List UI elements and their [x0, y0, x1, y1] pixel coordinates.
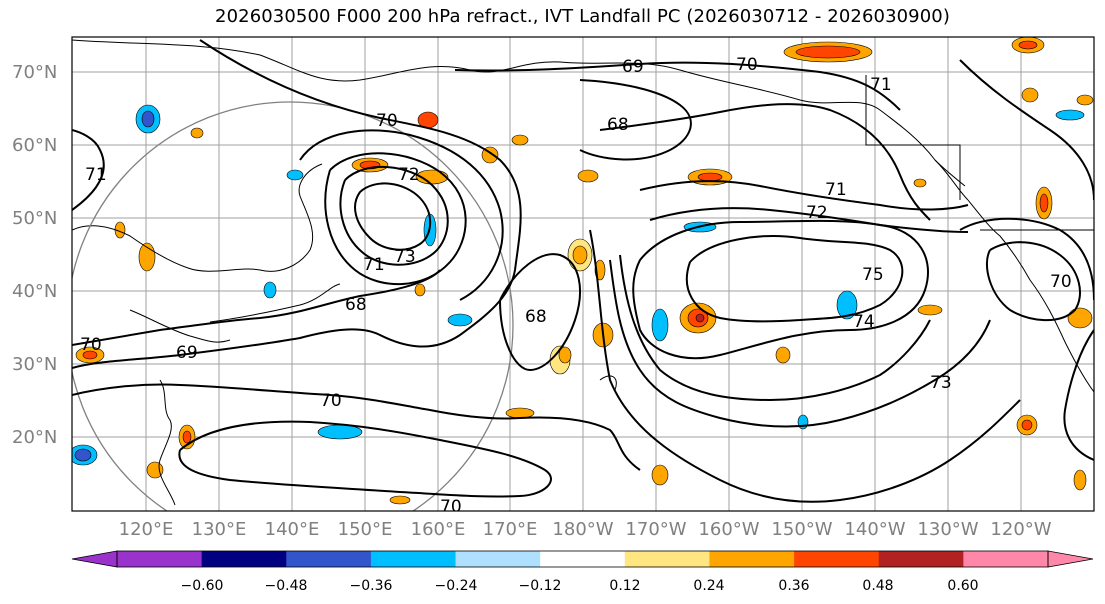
longitude-labels: 120°E 130°E 140°E 150°E 160°E 170°E 180°… — [119, 519, 1052, 540]
region-circle — [72, 101, 514, 511]
lat-label: 20°N — [12, 427, 57, 448]
colorbar-tick-label: 0.12 — [609, 578, 640, 594]
colorbar-segment — [709, 551, 795, 567]
contour-label: 71 — [363, 255, 385, 275]
contour-label: 72 — [398, 165, 420, 185]
colorbar-extend-low — [71, 550, 118, 568]
colorbar-tick-label: −0.24 — [435, 578, 478, 594]
coastlines — [72, 39, 1094, 506]
contour-label: 73 — [394, 247, 416, 267]
colorbar-segment — [370, 551, 457, 567]
colorbar-tick-label: −0.60 — [181, 578, 224, 594]
lat-label: 50°N — [12, 208, 57, 229]
contour-label: 71 — [870, 75, 892, 95]
colorbar-tick-label: 0.48 — [862, 578, 893, 594]
colorbar-segment — [878, 551, 964, 567]
lat-label: 60°N — [12, 135, 57, 156]
contour-label: 73 — [930, 373, 952, 393]
lon-label: 140°E — [265, 519, 320, 540]
lon-label: 120°W — [990, 519, 1051, 540]
colorbar-tick-label: −0.12 — [519, 578, 562, 594]
lon-label: 180°W — [552, 519, 613, 540]
lon-label: 160°W — [698, 519, 759, 540]
lat-label: 30°N — [12, 354, 57, 375]
contour-label: 71 — [825, 180, 847, 200]
contour-label: 70 — [736, 55, 758, 75]
contour-label: 72 — [806, 203, 828, 223]
contour-label: 69 — [176, 343, 198, 363]
colorbar-tick-label: 0.36 — [778, 578, 809, 594]
colorbar-extend-high — [1047, 550, 1094, 568]
colorbar-segment — [117, 551, 203, 567]
map-title: 2026030500 F000 200 hPa refract., IVT La… — [215, 6, 950, 27]
lon-label: 160°E — [411, 519, 466, 540]
colorbar-tick-label: 0.60 — [947, 578, 978, 594]
lon-label: 130°W — [917, 519, 978, 540]
colorbar-segment — [624, 551, 710, 567]
lon-label: 120°E — [119, 519, 174, 540]
latitude-labels: 70°N 60°N 50°N 40°N 30°N 20°N — [12, 62, 57, 448]
shaded-anomaly-blobs — [72, 37, 1094, 505]
colorbar-segment — [540, 551, 626, 567]
lon-label: 140°W — [844, 519, 905, 540]
lat-label: 40°N — [12, 281, 57, 302]
colorbar-tick-label: −0.48 — [265, 578, 308, 594]
contour-label: 68 — [525, 307, 547, 327]
contour-label: 75 — [862, 265, 884, 285]
lon-label: 170°W — [625, 519, 686, 540]
contour-label: 70 — [1050, 272, 1072, 292]
contour-label: 68 — [345, 295, 367, 315]
contour-label: 70 — [80, 335, 102, 355]
lon-label: 150°W — [771, 519, 832, 540]
gridlines — [72, 37, 1094, 511]
colorbar-segment — [286, 551, 372, 567]
colorbar-outline — [116, 550, 1049, 568]
contour-label: 71 — [85, 165, 107, 185]
contour-lines — [72, 39, 1094, 503]
colorbar-segment — [455, 551, 541, 567]
colorbar-segment — [201, 551, 287, 567]
contour-label: 74 — [853, 312, 875, 332]
map-frame — [71, 36, 1095, 512]
lat-label: 70°N — [12, 62, 57, 83]
contour-label: 70 — [376, 111, 398, 131]
lon-label: 150°E — [338, 519, 393, 540]
contour-label: 70 — [320, 391, 342, 411]
lon-label: 130°E — [192, 519, 247, 540]
lon-label: 170°E — [483, 519, 538, 540]
colorbar-tick-labels: −0.60 −0.48 −0.36 −0.24 −0.12 0.12 0.24 … — [181, 578, 979, 594]
contour-label: 70 — [440, 497, 462, 517]
contour-labels: 69 70 71 68 70 72 71 73 71 72 75 74 73 6… — [80, 55, 1072, 517]
colorbar — [71, 550, 1094, 568]
contour-label: 68 — [607, 115, 629, 135]
colorbar-tick-label: −0.36 — [350, 578, 393, 594]
colorbar-tick-label: 0.24 — [693, 578, 724, 594]
colorbar-segment — [794, 551, 880, 567]
contour-label: 69 — [622, 57, 644, 77]
colorbar-segment — [963, 551, 1049, 567]
